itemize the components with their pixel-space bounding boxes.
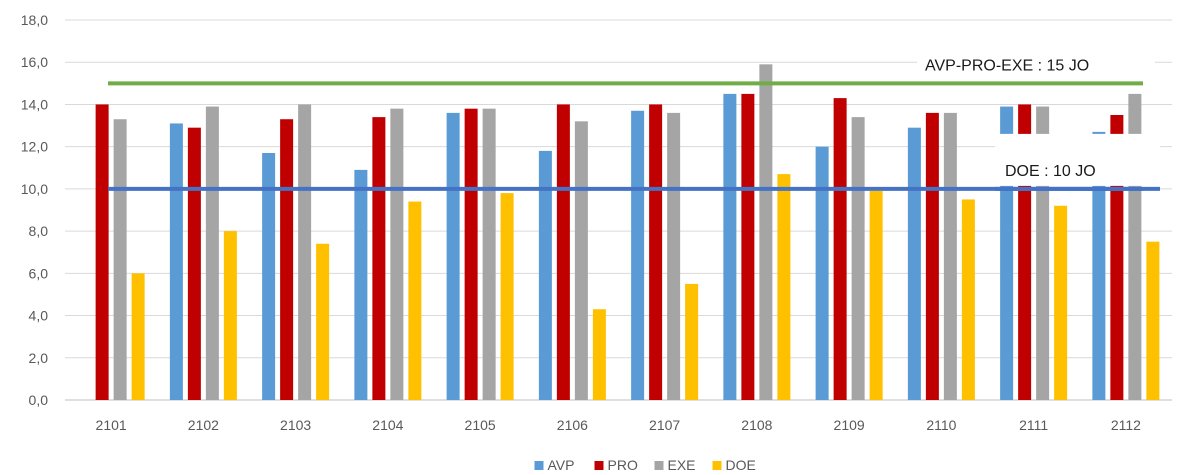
bar-doe-2101 <box>131 273 145 400</box>
reference-label-doe: DOE : 10 JO <box>1005 163 1096 180</box>
y-tick-label: 18,0 <box>21 12 48 28</box>
bar-exe-2106 <box>574 121 588 400</box>
bar-avp-2112 <box>1092 131 1106 400</box>
bar-exe-2110 <box>943 112 957 400</box>
bar-exe-2103 <box>298 104 312 400</box>
bar-pro-2109 <box>833 98 847 400</box>
x-tick-label: 2111 <box>1019 417 1048 433</box>
bar-avp-2106 <box>538 150 552 400</box>
bar-avp-2104 <box>354 169 368 400</box>
x-tick-label: 2108 <box>741 417 772 433</box>
bar-avp-2105 <box>446 112 460 400</box>
bar-exe-2101 <box>113 119 127 400</box>
y-tick-label: 6,0 <box>29 265 49 281</box>
bar-doe-2111 <box>1054 205 1068 400</box>
legend: AVP PRO EXE DOE <box>534 457 756 473</box>
bar-pro-2103 <box>280 119 294 400</box>
bar-avp-2102 <box>169 123 183 400</box>
bar-exe-2105 <box>482 108 496 401</box>
legend-swatch-doe <box>712 461 722 470</box>
bar-doe-2109 <box>869 191 883 400</box>
y-tick-label: 10,0 <box>21 181 48 197</box>
bar-exe-2109 <box>851 117 865 400</box>
bar-exe-2102 <box>205 106 219 401</box>
reference-label-box <box>917 50 1155 77</box>
bar-exe-2108 <box>759 64 773 400</box>
x-tick-label: 2102 <box>188 417 219 433</box>
x-tick-label: 2110 <box>926 417 956 433</box>
bar-pro-2107 <box>649 104 663 400</box>
y-tick-label: 14,0 <box>21 96 48 112</box>
bar-doe-2106 <box>592 309 606 400</box>
legend-swatch-pro <box>594 461 604 470</box>
y-tick-label: 8,0 <box>29 223 49 239</box>
y-tick-label: 2,0 <box>29 350 49 366</box>
x-tick-label: 2101 <box>96 417 127 433</box>
bar-doe-2108 <box>777 174 791 400</box>
bar-doe-2103 <box>316 243 330 400</box>
bar-avp-2103 <box>262 153 276 400</box>
y-tick-label: 12,0 <box>21 139 48 155</box>
reference-label-box <box>995 133 1160 186</box>
legend-swatch-exe <box>654 461 664 470</box>
bar-exe-2107 <box>667 112 681 400</box>
x-tick-label: 2112 <box>1111 417 1141 433</box>
bar-pro-2110 <box>925 112 939 400</box>
bar-avp-2108 <box>723 93 737 400</box>
legend-swatch-avp <box>534 461 544 470</box>
legend-label-avp: AVP <box>548 457 575 473</box>
bar-pro-2105 <box>464 108 478 401</box>
bar-doe-2102 <box>223 231 237 400</box>
reference-label-avp-pro-exe: AVP-PRO-EXE : 15 JO <box>925 57 1089 74</box>
bar-pro-2112 <box>1110 115 1124 400</box>
y-tick-label: 4,0 <box>29 308 49 324</box>
bar-avp-2107 <box>631 110 645 401</box>
bar-pro-2104 <box>372 117 386 400</box>
bar-doe-2110 <box>961 199 975 400</box>
bar-exe-2104 <box>390 108 404 401</box>
bar-pro-2108 <box>741 93 755 400</box>
y-tick-label: 16,0 <box>21 54 48 70</box>
bar-doe-2105 <box>500 193 514 400</box>
bar-doe-2112 <box>1146 241 1160 400</box>
legend-label-doe: DOE <box>726 457 756 473</box>
bar-groups <box>95 64 1160 401</box>
bar-doe-2104 <box>408 201 422 400</box>
bar-pro-2102 <box>187 127 201 401</box>
bar-pro-2101 <box>95 104 109 400</box>
y-tick-label: 0,0 <box>29 392 49 408</box>
x-tick-label: 2103 <box>280 417 311 433</box>
bar-avp-2109 <box>815 146 829 400</box>
x-tick-label: 2106 <box>557 417 588 433</box>
legend-label-pro: PRO <box>608 457 638 473</box>
reference-lines: AVP-PRO-EXE : 15 JO DOE : 10 JO <box>108 50 1160 191</box>
y-axis-tick-labels: 0,0 2,0 4,0 6,0 8,0 10,0 12,0 14,0 16,0 18,0 <box>21 12 48 408</box>
x-tick-label: 2105 <box>465 417 496 433</box>
x-tick-label: 2104 <box>372 417 403 433</box>
x-tick-label: 2107 <box>649 417 680 433</box>
x-axis-tick-labels: 2101 2102 2103 2104 2105 2106 2107 2108 2109 2110… <box>96 417 1142 433</box>
bar-doe-2107 <box>685 283 699 400</box>
legend-label-exe: EXE <box>668 457 696 473</box>
bar-pro-2106 <box>556 104 570 400</box>
x-tick-label: 2109 <box>834 417 865 433</box>
bar-avp-2110 <box>907 127 921 401</box>
